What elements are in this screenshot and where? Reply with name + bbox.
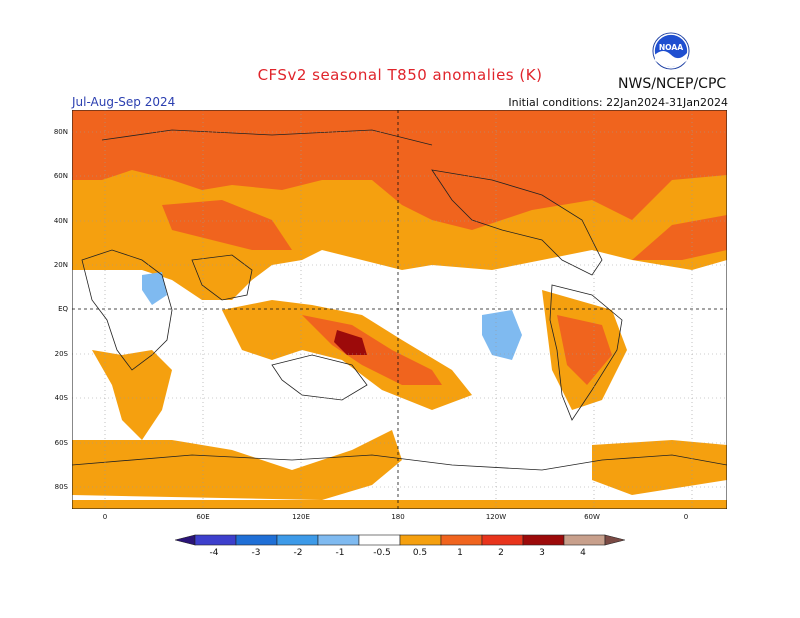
initial-conditions: Initial conditions: 22Jan2024-31Jan2024: [508, 96, 728, 109]
lat-label: 20N: [53, 261, 68, 269]
colorbar-swatch: [440, 534, 483, 546]
lon-label: 180: [391, 513, 405, 521]
organization-label: NWS/NCEP/CPC: [618, 76, 727, 92]
colorbar-swatch: [194, 534, 237, 546]
lon-label: 120E: [292, 513, 310, 521]
colorbar-swatch: [563, 534, 606, 546]
colorbar-label: -3: [251, 548, 261, 558]
colorbar: [175, 534, 625, 546]
colorbar-label: -2: [293, 548, 303, 558]
forecast-period: Jul-Aug-Sep 2024: [72, 95, 176, 109]
colorbar-label: -0.5: [373, 548, 391, 558]
colorbar-label: -4: [209, 548, 219, 558]
noaa-logo-icon: NOAA: [652, 32, 690, 70]
colorbar-label: -1: [335, 548, 345, 558]
anomaly-map: [72, 110, 727, 509]
anomaly-region-red-east: [632, 215, 727, 260]
colorbar-end-low: [175, 534, 196, 546]
lat-label: 40N: [53, 217, 68, 225]
colorbar-label: 3: [539, 548, 545, 558]
lon-label: 0: [683, 513, 689, 521]
lat-label: 80S: [54, 483, 68, 491]
anomaly-region-orange-antarctic: [72, 500, 727, 509]
coastlines: [72, 129, 727, 471]
colorbar-swatch: [399, 534, 442, 546]
lon-label: 0: [102, 513, 108, 521]
colorbar-label: 0.5: [412, 548, 428, 558]
anomaly-region-blue-pacific: [482, 310, 522, 360]
colorbar-swatch: [358, 534, 401, 546]
colorbar-swatch: [235, 534, 278, 546]
anomaly-region-orange-south-east: [592, 440, 727, 495]
anomaly-region-orange-africa: [92, 350, 172, 440]
lat-label: EQ: [58, 305, 68, 313]
graticule: [72, 110, 727, 509]
anomaly-region-red-asia: [162, 200, 292, 250]
colorbar-swatch: [276, 534, 319, 546]
lon-label: 60E: [196, 513, 210, 521]
colorbar-label: 2: [498, 548, 504, 558]
lon-label: 120W: [485, 513, 507, 521]
logo-text: NOAA: [659, 43, 683, 52]
colorbar-swatch: [481, 534, 524, 546]
map-title: CFSv2 seasonal T850 anomalies (K): [257, 66, 543, 84]
lat-label: 80N: [53, 128, 68, 136]
anomaly-region-blue-africa: [142, 272, 167, 305]
anomaly-region-red-north: [72, 110, 727, 230]
colorbar-swatch: [522, 534, 565, 546]
lat-label: 40S: [54, 394, 68, 402]
lat-label: 20S: [54, 350, 68, 358]
colorbar-swatch: [317, 534, 360, 546]
colorbar-label: 4: [580, 548, 586, 558]
anomaly-region-orange-south: [72, 430, 402, 500]
colorbar-label: 1: [457, 548, 463, 558]
colorbar-end-high: [604, 534, 625, 546]
lat-label: 60S: [54, 439, 68, 447]
lon-label: 60W: [584, 513, 600, 521]
anomaly-region-darkred: [334, 330, 367, 355]
anomaly-region-red-samerica: [557, 315, 612, 385]
lat-label: 60N: [53, 172, 68, 180]
